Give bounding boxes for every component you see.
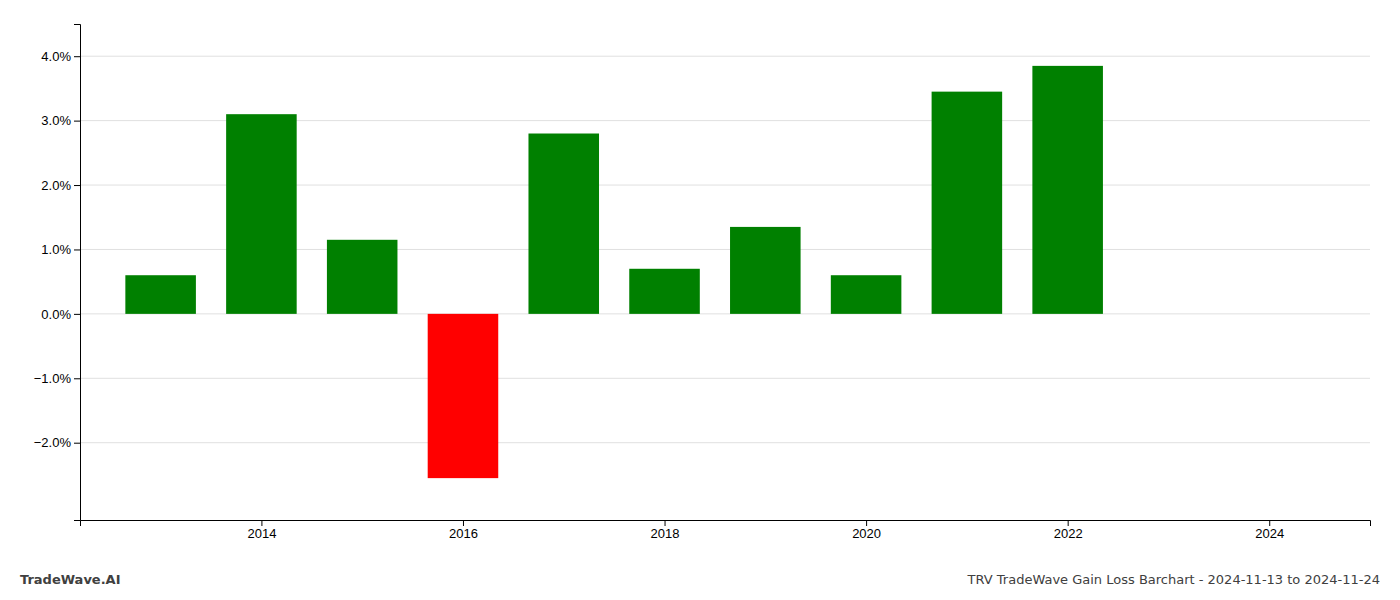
bars xyxy=(125,66,1103,478)
grid-line xyxy=(80,378,1370,379)
x-tick: 2022 xyxy=(1054,520,1083,541)
annotation: TradeWave.AI xyxy=(20,572,121,587)
y-tick-mark xyxy=(74,56,80,57)
y-axis-line xyxy=(74,25,81,521)
title: TRV TradeWave Gain Loss Barchart - 2024-… xyxy=(967,572,1380,587)
y-tick-mark xyxy=(74,378,80,379)
x-tick-label: 2020 xyxy=(852,526,881,541)
y-tick-mark xyxy=(74,314,80,315)
bar xyxy=(932,92,1003,314)
x-tick-mark xyxy=(463,520,464,526)
y-tick-label: −1.0% xyxy=(34,371,72,386)
y-tick-mark xyxy=(74,185,80,186)
y-axis: −2.0% −1.0% 0.0% 1.0% 2.0% 3.0% 4.0% xyxy=(34,25,81,521)
x-tick: 2024 xyxy=(1255,520,1284,541)
bar xyxy=(629,269,700,314)
y-tick-label: 2.0% xyxy=(41,178,71,193)
y-tick: 4.0% xyxy=(41,49,80,64)
bar xyxy=(327,240,398,314)
y-tick-label: 3.0% xyxy=(41,113,71,128)
x-tick-label: 2018 xyxy=(651,526,680,541)
x-tick-label: 2014 xyxy=(247,526,276,541)
x-axis-line xyxy=(81,521,1371,527)
x-tick-mark xyxy=(1068,520,1069,526)
x-axis: 2014 2016 2018 2020 2022 2024 xyxy=(81,520,1371,541)
bar xyxy=(125,275,196,314)
y-tick-label: 0.0% xyxy=(41,307,71,322)
x-tick-mark xyxy=(261,520,262,526)
x-tick-label: 2022 xyxy=(1054,526,1083,541)
x-tick-label: 2016 xyxy=(449,526,478,541)
x-tick: 2016 xyxy=(449,520,478,541)
x-tick-label: 2024 xyxy=(1255,526,1284,541)
x-tick-mark xyxy=(665,520,666,526)
grid-line xyxy=(80,442,1370,443)
y-tick-mark xyxy=(74,443,80,444)
y-tick-label: 4.0% xyxy=(41,49,71,64)
y-tick: 1.0% xyxy=(41,242,80,257)
y-tick-label: −2.0% xyxy=(34,435,72,450)
y-tick: 2.0% xyxy=(41,178,80,193)
y-tick: 0.0% xyxy=(41,307,80,322)
bar xyxy=(831,275,902,314)
x-tick: 2020 xyxy=(852,520,881,541)
bar xyxy=(528,134,599,314)
x-tick: 2014 xyxy=(247,520,276,541)
x-tick-mark xyxy=(1269,520,1270,526)
x-tick: 2018 xyxy=(651,520,680,541)
y-tick-mark xyxy=(74,121,80,122)
y-tick: −2.0% xyxy=(34,435,80,450)
y-tick-label: 1.0% xyxy=(41,242,71,257)
chart: 2014 2016 2018 2020 2022 2024 −2.0% −1.0% 0.0% 1.… xyxy=(0,0,1400,600)
bar xyxy=(428,314,499,478)
plot-area: 2014 2016 2018 2020 2022 2024 −2.0% −1.0% 0.0% 1.… xyxy=(34,25,1371,542)
x-tick-mark xyxy=(866,520,867,526)
bar xyxy=(1032,66,1103,314)
grid xyxy=(80,56,1370,442)
y-tick: −1.0% xyxy=(34,371,80,386)
y-tick: 3.0% xyxy=(41,113,80,128)
y-tick-mark xyxy=(74,249,80,250)
bar xyxy=(226,114,297,314)
grid-line xyxy=(80,56,1370,57)
bar xyxy=(730,227,801,314)
